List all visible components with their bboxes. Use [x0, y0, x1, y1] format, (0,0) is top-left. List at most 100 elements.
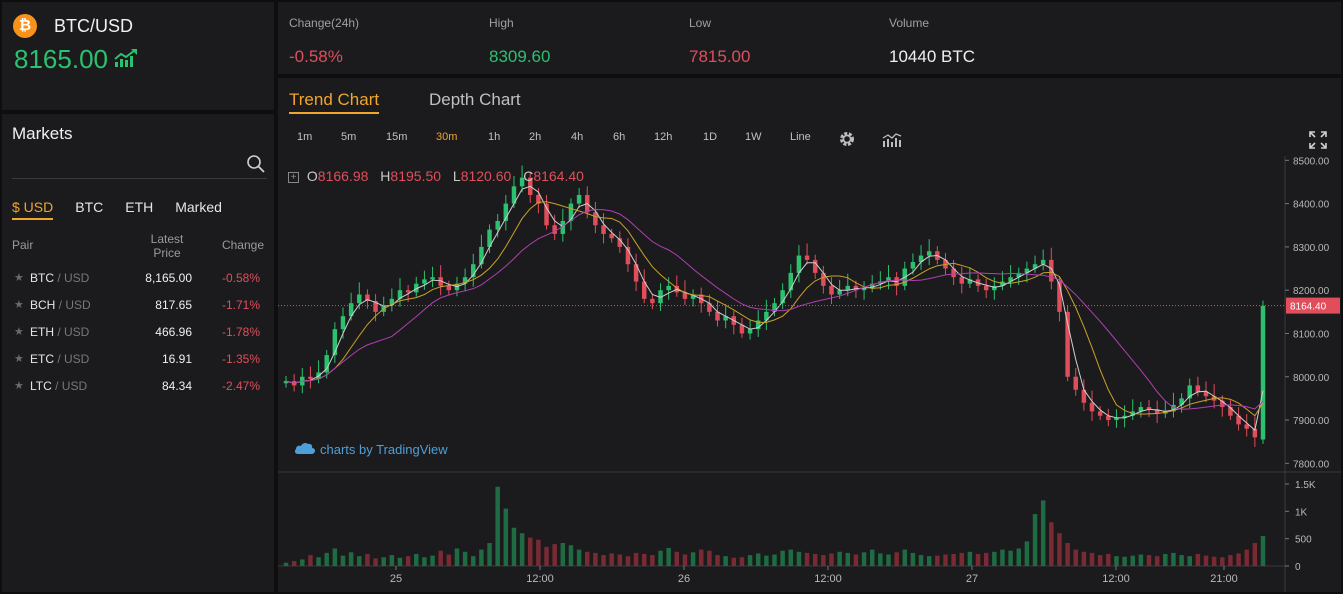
price-tick-label: 7800.00 [1293, 459, 1330, 470]
candle [1106, 415, 1111, 421]
interval-1h[interactable]: 1h [488, 131, 501, 143]
volume-bar [690, 552, 696, 566]
volume-bar [503, 508, 509, 566]
price-chart[interactable]: 8500.00 8400.00 8300.00 8200.00 8100.00 8000.… [278, 156, 1341, 592]
candle [1122, 415, 1127, 418]
volume-bar [886, 554, 891, 566]
pair-symbol: BTC / USD [30, 271, 90, 285]
candle [1114, 417, 1119, 421]
interval-1m[interactable]: 1m [297, 131, 313, 143]
volume-bar [707, 550, 712, 566]
candle [438, 277, 443, 286]
tab-trend-chart[interactable]: Trend Chart [289, 90, 380, 114]
ohlc-readout: + O8166.98 H8195.50 L8120.60 C8164.40 [288, 168, 592, 184]
interval-1w[interactable]: 1W [745, 131, 762, 143]
interval-line[interactable]: Line [790, 131, 811, 143]
candle [1252, 428, 1258, 438]
gear-icon[interactable] [838, 130, 856, 148]
interval-5m[interactable]: 5m [341, 131, 357, 143]
tab-btc[interactable]: BTC [75, 199, 104, 215]
table-row[interactable]: ★ LTC / USD 84.34 -2.47% [2, 372, 274, 399]
candle [1138, 407, 1144, 412]
candle [593, 212, 598, 226]
interval-30m[interactable]: 30m [436, 131, 458, 143]
volume-bar [674, 551, 680, 566]
pair-price: 16.91 [161, 352, 192, 366]
pair-change: -2.47% [221, 379, 260, 393]
price-tick-label: 8100.00 [1293, 329, 1330, 340]
candle [552, 225, 557, 234]
candle [1220, 400, 1225, 408]
table-row[interactable]: ★ BCH / USD 817.65 -1.71% [2, 291, 274, 318]
candle [959, 277, 964, 284]
table-row[interactable]: ★ ETH / USD 466.96 -1.78% [2, 318, 274, 345]
volume-bar [1049, 522, 1054, 566]
indicators-icon[interactable] [882, 132, 902, 148]
tab-eth[interactable]: ETH [125, 199, 154, 215]
plus-icon[interactable]: + [288, 172, 299, 183]
candle [633, 264, 639, 282]
fullscreen-icon[interactable] [1308, 130, 1328, 150]
star-icon[interactable]: ★ [14, 299, 24, 311]
candle [397, 290, 403, 299]
candle [690, 294, 696, 299]
volume-bar [291, 561, 297, 566]
volume-bar [869, 549, 875, 566]
candle [625, 246, 631, 265]
volume-bar [1220, 557, 1225, 566]
pair-symbol: ETH / USD [30, 325, 90, 339]
candle [886, 277, 891, 282]
interval-6h[interactable]: 6h [613, 131, 626, 143]
candle [430, 277, 435, 280]
price-tick-label: 8400.00 [1293, 200, 1330, 211]
star-icon[interactable]: ★ [14, 380, 24, 392]
pair-change: -0.58% [221, 271, 260, 285]
interval-15m[interactable]: 15m [386, 131, 408, 143]
candle [617, 238, 623, 247]
volume-bar [943, 554, 948, 566]
markets-panel: Markets $ USD BTC ETH Marked Pair Latest… [2, 114, 274, 592]
interval-12h[interactable]: 12h [654, 131, 673, 143]
candle [666, 285, 671, 291]
volume-bar [755, 553, 761, 566]
interval-4h[interactable]: 4h [571, 131, 584, 143]
tab-usd[interactable]: $ USD [12, 199, 54, 220]
table-row[interactable]: ★ ETC / USD 16.91 -1.35% [2, 345, 274, 372]
volume-bar [1122, 556, 1127, 566]
star-icon[interactable]: ★ [14, 353, 24, 365]
volume-bar [1057, 533, 1062, 566]
candle [1187, 385, 1192, 399]
header-latest-price: Latest Price [150, 232, 184, 260]
current-price: 8165.00 [14, 44, 108, 74]
pair-price: 817.65 [155, 298, 192, 312]
tab-depth-chart[interactable]: Depth Chart [429, 90, 521, 109]
volume-bar [764, 555, 769, 566]
candle [1057, 281, 1062, 312]
volume-bar [983, 552, 989, 566]
volume-bar [365, 553, 370, 566]
search-icon[interactable] [246, 154, 266, 174]
tab-marked[interactable]: Marked [175, 199, 222, 215]
star-icon[interactable]: ★ [14, 326, 24, 338]
interval-1d[interactable]: 1D [703, 131, 718, 143]
pair-change: -1.71% [221, 298, 260, 312]
volume-bar [796, 551, 802, 566]
candle [283, 381, 289, 384]
star-icon[interactable]: ★ [14, 272, 24, 284]
candle [462, 277, 468, 284]
volume-bar [1203, 555, 1209, 566]
tradingview-attribution[interactable]: charts by TradingView [294, 442, 448, 457]
price-tick-label: 7900.00 [1293, 416, 1330, 427]
volume-bar [658, 550, 663, 566]
time-tick-label: 12:00 [1102, 573, 1130, 585]
candle [1179, 398, 1184, 405]
interval-2h[interactable]: 2h [529, 131, 542, 143]
volume-bar [1195, 553, 1201, 566]
stat-volume-label: Volume [889, 16, 930, 30]
candle [926, 251, 932, 256]
candle [715, 311, 720, 321]
pair-price: 8,165.00 [145, 271, 192, 285]
candle [1049, 259, 1054, 282]
volume-bar [1171, 552, 1176, 566]
table-row[interactable]: ★ BTC / USD 8,165.00 -0.58% [2, 264, 274, 291]
